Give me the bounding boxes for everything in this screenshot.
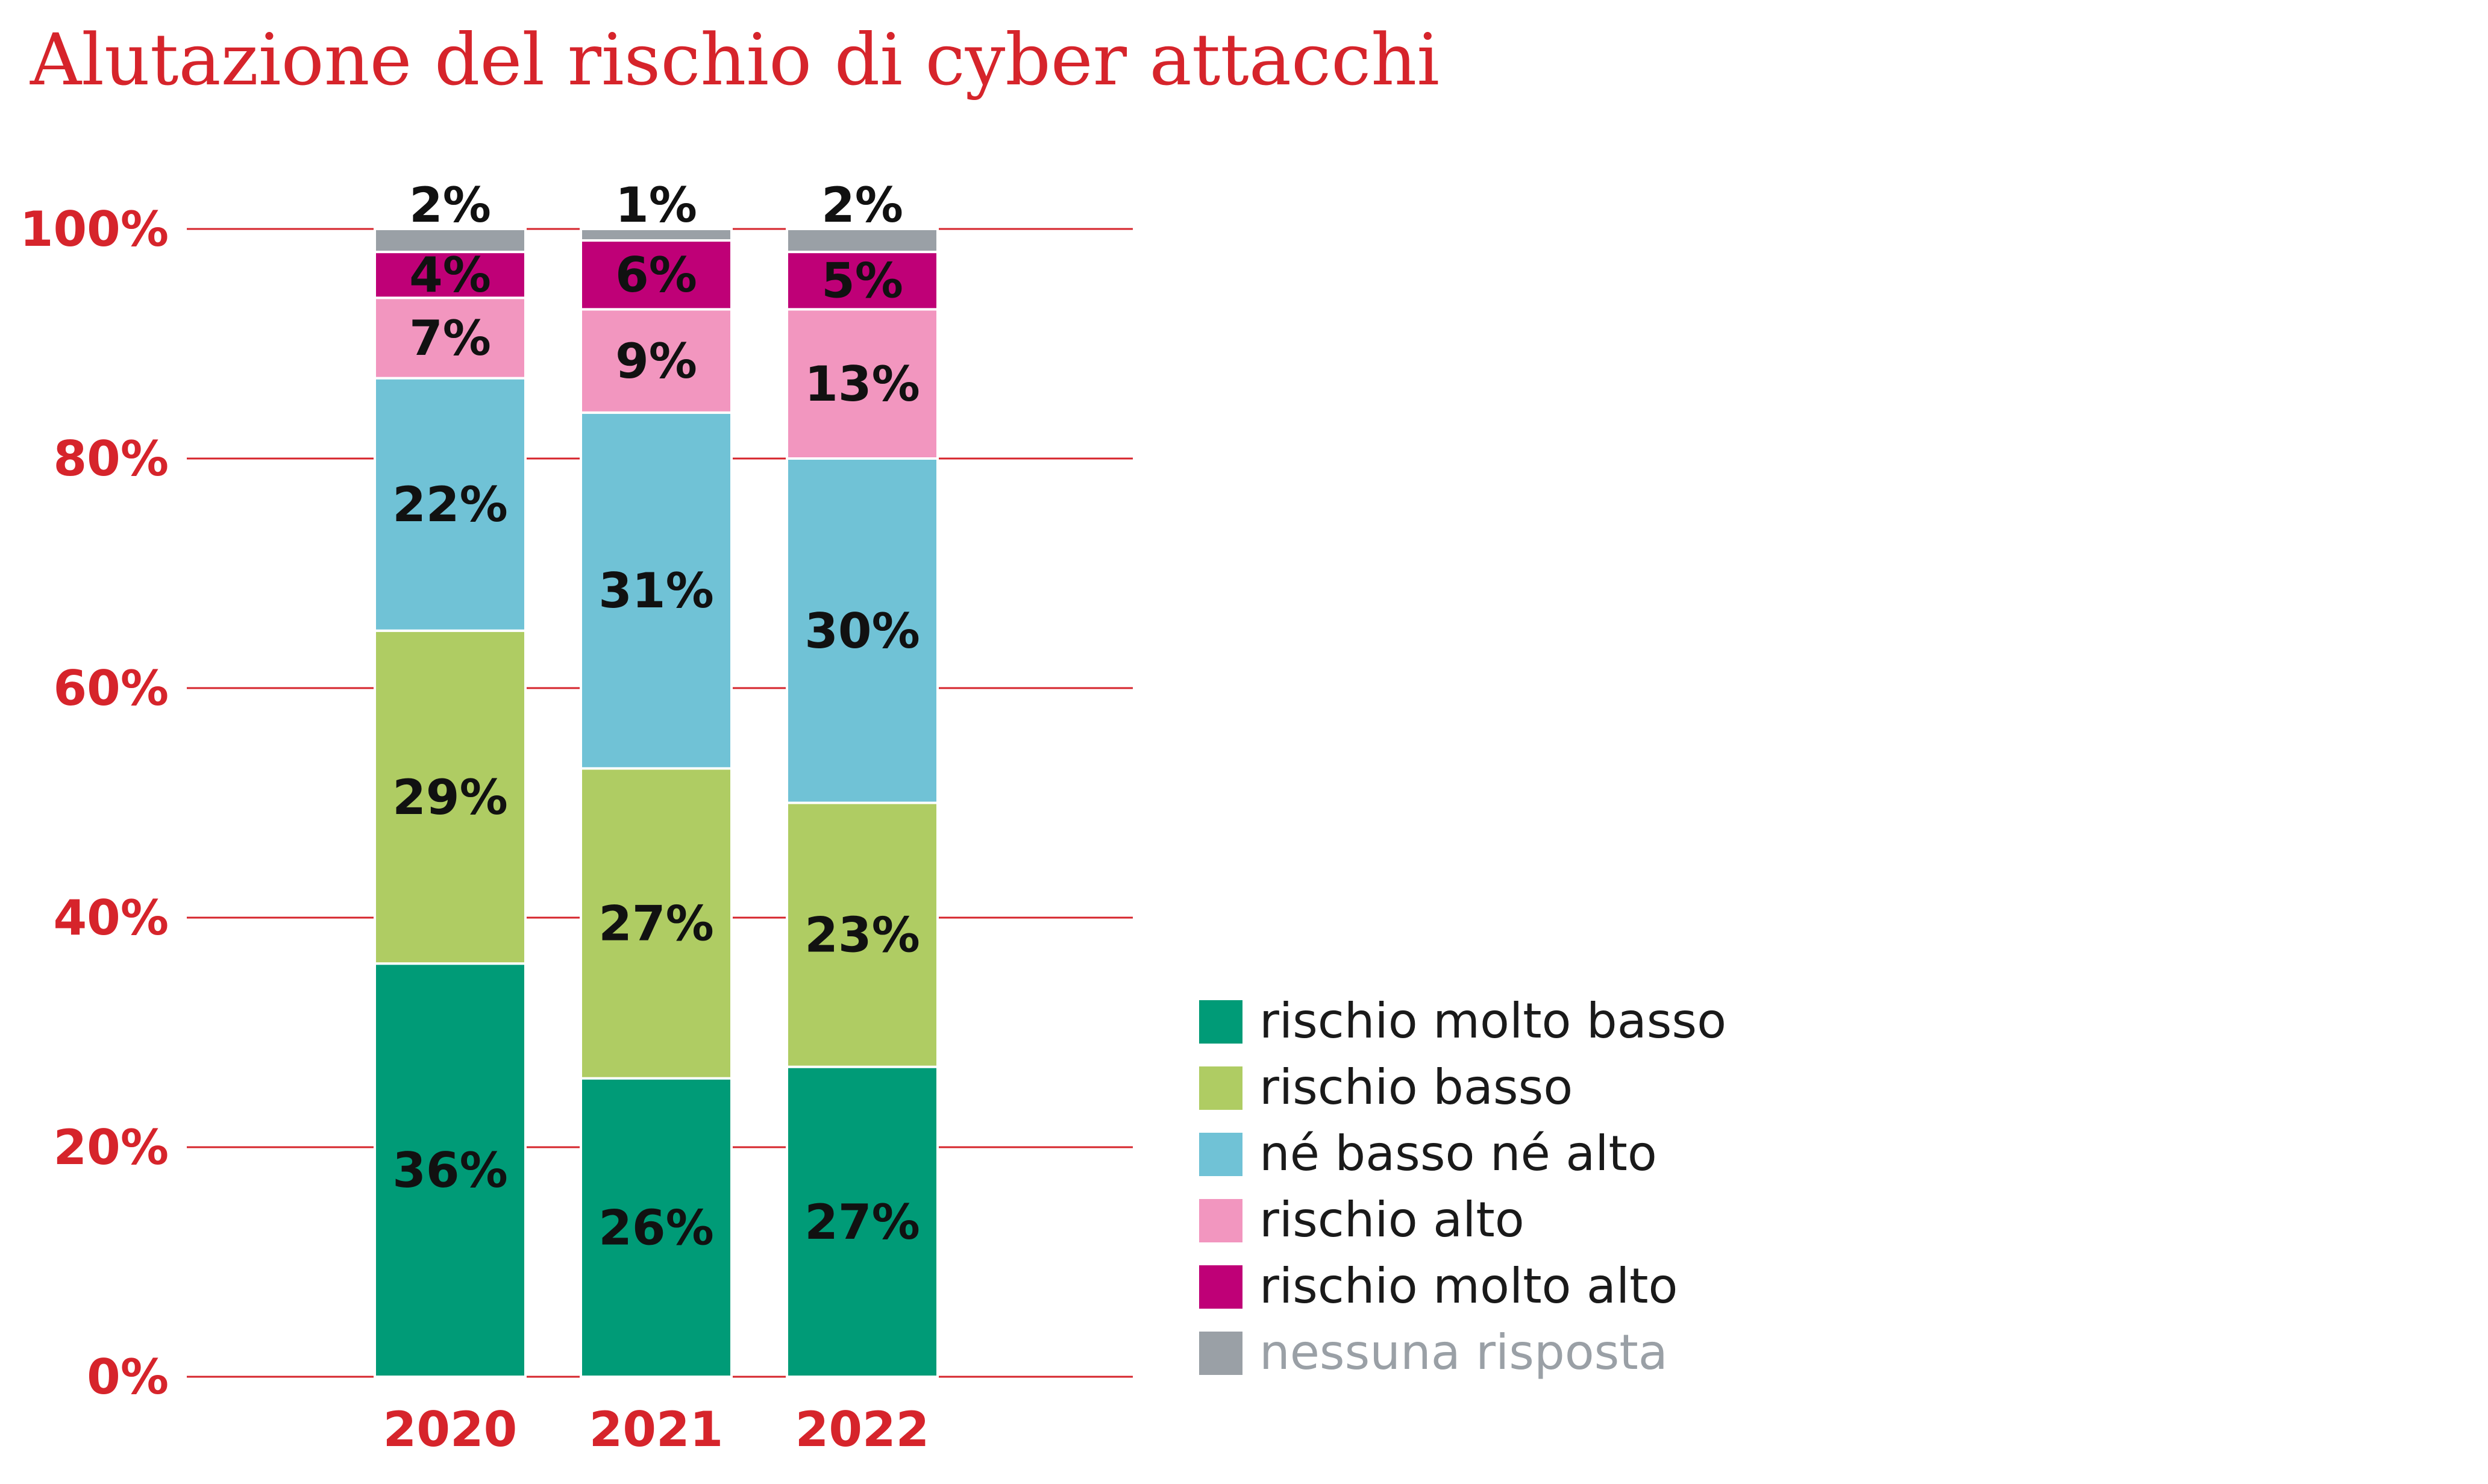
bar-stack-2020: 36% 29% 22% 7% 4% 2%	[374, 177, 527, 1378]
legend-item: né basso né alto	[1199, 1126, 1657, 1182]
legend-label: rischio molto basso	[1259, 993, 1726, 1049]
legend-swatch	[1199, 1133, 1242, 1176]
data-label: 13%	[804, 356, 920, 412]
data-label: 23%	[804, 907, 920, 963]
x-tick-label: 2021	[589, 1401, 724, 1457]
legend-item: rischio alto	[1199, 1192, 1524, 1248]
legend-swatch	[1199, 1000, 1242, 1044]
bar-segment	[580, 308, 733, 414]
legend-item: nessuna risposta	[1199, 1324, 1668, 1380]
bar-segment	[580, 228, 733, 242]
data-label: 27%	[598, 896, 713, 952]
bar-segment	[374, 962, 527, 1378]
bar-segment	[374, 377, 527, 632]
x-tick-label: 2022	[795, 1401, 930, 1457]
data-label: 6%	[615, 247, 697, 303]
legend-item: rischio molto alto	[1199, 1258, 1678, 1314]
legend: rischio molto basso rischio basso né basso…	[1199, 993, 1726, 1380]
legend-label: rischio alto	[1259, 1192, 1524, 1248]
y-tick-label: 40%	[54, 890, 169, 946]
chart-title: Alutazione del rischio di cyber attacchi	[30, 18, 1440, 101]
bar-segment	[374, 629, 527, 965]
x-tick-label: 2020	[383, 1401, 518, 1457]
data-label: 30%	[804, 603, 920, 659]
legend-label: rischio molto alto	[1259, 1258, 1678, 1314]
data-label: 27%	[804, 1194, 920, 1250]
bar-segment	[786, 457, 939, 804]
bar-segment	[786, 308, 939, 460]
bar-segment	[374, 228, 527, 254]
data-label: 2%	[409, 177, 491, 233]
bars: 36% 29% 22% 7% 4% 2% 26% 27% 31% 9% 6% 1% 27% 23% 30% 1…	[374, 177, 939, 1378]
bar-segment	[374, 251, 527, 299]
data-label: 36%	[392, 1142, 507, 1198]
bar-segment	[580, 767, 733, 1080]
y-tick-label: 80%	[54, 431, 169, 487]
legend-label: né basso né alto	[1259, 1126, 1657, 1182]
y-tick-label: 0%	[87, 1349, 169, 1405]
bar-segment	[580, 1077, 733, 1378]
legend-swatch	[1199, 1199, 1242, 1242]
data-label: 22%	[392, 477, 507, 533]
y-axis: 0% 20% 40% 60% 80% 100%	[20, 201, 169, 1405]
legend-swatch	[1199, 1066, 1242, 1110]
bar-segment	[786, 228, 939, 254]
data-label: 9%	[615, 333, 697, 389]
legend-item: rischio molto basso	[1199, 993, 1726, 1049]
data-label: 29%	[392, 769, 507, 825]
data-label: 4%	[409, 247, 491, 303]
y-tick-label: 100%	[20, 201, 169, 257]
bar-segment	[786, 1065, 939, 1378]
bar-stack-2021: 26% 27% 31% 9% 6% 1%	[580, 177, 733, 1378]
bar-segment	[580, 411, 733, 770]
data-label: 7%	[409, 310, 491, 366]
y-tick-label: 20%	[54, 1119, 169, 1176]
legend-swatch	[1199, 1265, 1242, 1309]
legend-label: nessuna risposta	[1259, 1324, 1668, 1380]
legend-swatch	[1199, 1332, 1242, 1375]
data-label: 5%	[821, 253, 903, 309]
data-label: 1%	[615, 177, 697, 233]
bar-segment	[580, 239, 733, 311]
x-axis: 2020 2021 2022	[383, 1401, 930, 1457]
bar-segment	[786, 251, 939, 311]
bar-segment	[786, 801, 939, 1068]
legend-item: rischio basso	[1199, 1059, 1573, 1115]
data-label: 26%	[598, 1200, 713, 1256]
legend-label: rischio basso	[1259, 1059, 1573, 1115]
data-label: 2%	[821, 177, 903, 233]
y-tick-label: 60%	[54, 660, 169, 716]
data-label: 31%	[598, 563, 713, 619]
bar-stack-2022: 27% 23% 30% 13% 5% 2%	[786, 177, 939, 1378]
